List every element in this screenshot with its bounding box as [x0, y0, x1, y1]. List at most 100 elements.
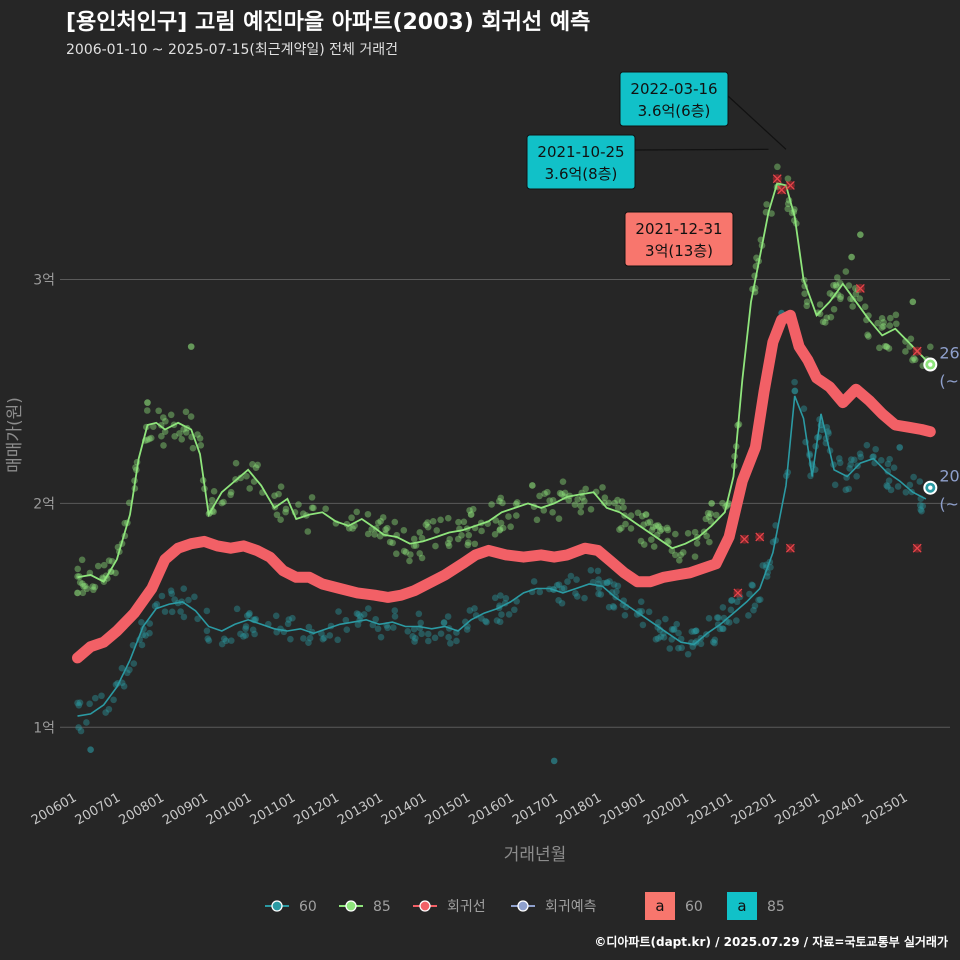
- scatter-point-60: [728, 597, 735, 604]
- scatter-point-60: [243, 612, 251, 619]
- scatter-point-60: [334, 636, 341, 644]
- scatter-point-85: [832, 281, 840, 289]
- scatter-point-85: [601, 499, 608, 507]
- legend-key-point: [271, 900, 283, 912]
- scatter-point-60: [374, 625, 382, 633]
- scatter-point-60: [836, 459, 844, 467]
- scatter-point-60: [471, 605, 478, 612]
- scatter-point-60: [610, 581, 618, 588]
- scatter-point-60: [749, 582, 756, 589]
- scatter-point-85: [243, 472, 250, 480]
- scatter-point-85: [627, 525, 635, 532]
- prediction-point-center: [928, 362, 933, 367]
- x-tick-label: 201101: [248, 790, 298, 828]
- scatter-point-85: [444, 514, 452, 522]
- scatter-point-85: [708, 500, 715, 507]
- scatter-point-60: [603, 579, 611, 587]
- scatter-point-85: [668, 547, 676, 554]
- scatter-point-60: [670, 626, 677, 634]
- scatter-point-60: [791, 387, 799, 395]
- scatter-point-85: [208, 496, 216, 504]
- legend-box-glyph: a: [737, 897, 746, 915]
- scatter-point-85: [364, 530, 372, 538]
- scatter-point-60: [917, 501, 924, 509]
- scatter-point-85: [774, 163, 781, 171]
- scatter-point-60: [272, 612, 280, 620]
- scatter-point-85: [144, 436, 151, 444]
- scatter-point-60: [846, 465, 853, 472]
- scatter-point-85: [618, 524, 625, 532]
- scatter-point-60: [719, 625, 727, 633]
- scatter-point-85: [189, 444, 197, 452]
- scatter-point-85: [857, 231, 864, 238]
- scatter-point-85: [827, 313, 835, 321]
- scatter-point-60: [845, 485, 853, 493]
- scatter-point-60: [662, 615, 669, 623]
- scatter-point-85: [706, 538, 713, 546]
- deal-x-marker: [855, 283, 865, 293]
- scatter-point-60: [709, 638, 717, 646]
- scatter-point-60: [600, 579, 607, 587]
- scatter-point-60: [360, 611, 368, 618]
- scatter-point-60: [553, 582, 561, 589]
- scatter-point-60: [536, 588, 544, 596]
- scatter-point-85: [803, 302, 811, 310]
- scatter-point-60: [652, 636, 660, 643]
- scatter-point-85: [561, 489, 569, 497]
- annotation-price: 3.6억(6층): [638, 102, 711, 120]
- scatter-point-85: [407, 551, 414, 558]
- scatter-point-85: [469, 505, 477, 513]
- x-tick-label: 201701: [510, 790, 560, 828]
- scatter-point-60: [530, 578, 538, 585]
- scatter-point-85: [880, 323, 887, 330]
- scatter-point-85: [861, 303, 869, 311]
- scatter-point-85: [458, 532, 465, 539]
- legend-label: 회귀선: [447, 899, 486, 915]
- scatter-point-60: [670, 625, 678, 633]
- scatter-point-60: [242, 632, 250, 639]
- scatter-point-60: [573, 593, 581, 600]
- scatter-point-60: [87, 746, 94, 753]
- scatter-point-60: [595, 576, 602, 583]
- scatter-point-60: [872, 445, 879, 453]
- scatter-point-85: [845, 282, 853, 289]
- scatter-point-85: [763, 201, 770, 208]
- scatter-point-85: [837, 293, 845, 300]
- scatter-point-60: [203, 627, 211, 635]
- scatter-point-60: [884, 483, 891, 490]
- scatter-point-60: [185, 596, 192, 604]
- scatter-point-85: [402, 548, 410, 556]
- scatter-point-85: [429, 518, 437, 525]
- scatter-point-60: [609, 602, 617, 610]
- scatter-point-85: [271, 492, 278, 499]
- scatter-point-85: [74, 589, 81, 597]
- scatter-point-60: [409, 633, 417, 640]
- legend-key-point: [419, 900, 431, 912]
- scatter-point-60: [581, 594, 588, 602]
- scatter-point-60: [404, 628, 412, 635]
- scatter-point-60: [491, 594, 499, 602]
- scatter-point-60: [558, 585, 566, 593]
- scatter-point-85: [460, 518, 468, 526]
- scatter-point-85: [571, 501, 579, 508]
- scatter-point-85: [105, 557, 113, 564]
- scatter-point-85: [218, 499, 226, 507]
- scatter-point-60: [326, 632, 334, 639]
- scatter-point-85: [664, 526, 672, 534]
- scatter-point-60: [463, 626, 471, 633]
- scatter-point-60: [719, 625, 726, 632]
- scatter-point-60: [902, 488, 910, 496]
- scatter-point-85: [446, 535, 454, 543]
- scatter-point-85: [159, 414, 167, 421]
- scatter-point-85: [876, 344, 883, 352]
- scatter-point-85: [887, 314, 894, 322]
- scatter-point-85: [273, 511, 281, 519]
- scatter-point-60: [713, 614, 721, 621]
- scatter-point-85: [196, 435, 204, 442]
- scatter-point-85: [418, 534, 426, 542]
- scatter-point-60: [691, 628, 698, 635]
- scatter-point-85: [648, 536, 655, 543]
- scatter-point-85: [432, 542, 439, 550]
- scatter-point-85: [816, 301, 824, 308]
- scatter-point-85: [702, 515, 710, 523]
